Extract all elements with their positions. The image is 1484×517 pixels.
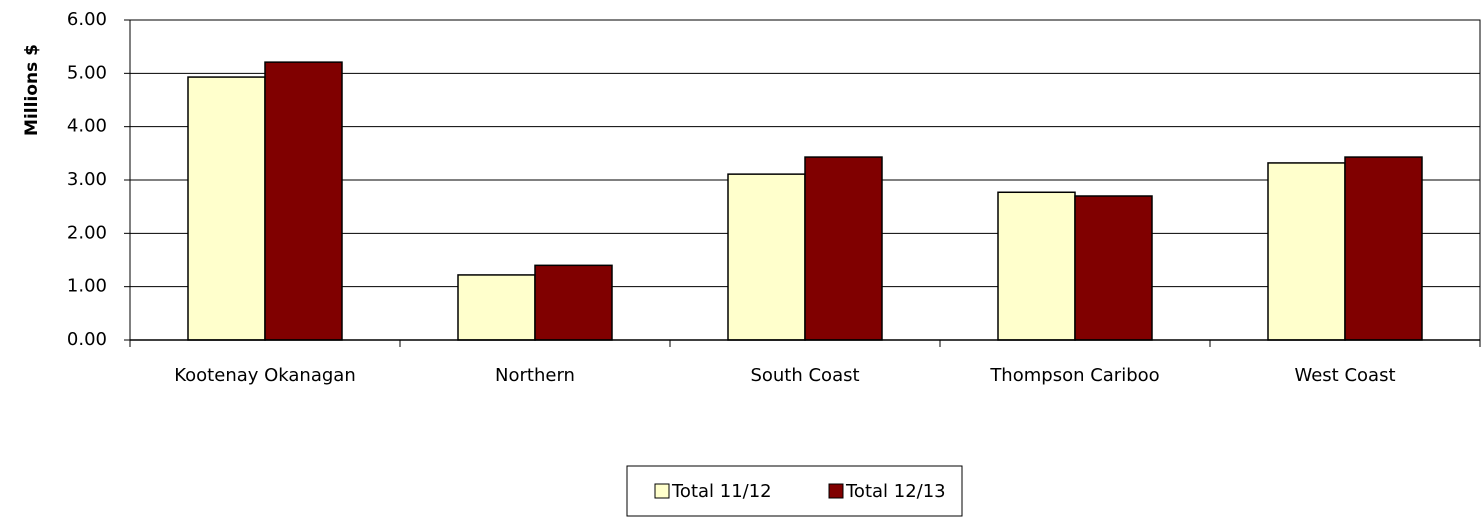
legend-box [626, 465, 963, 517]
y-tick-label: 4.00 [67, 116, 107, 137]
x-tick-label: Kootenay Okanagan [174, 365, 356, 386]
y-tick-label: 6.00 [67, 9, 107, 30]
bar [997, 191, 1076, 341]
bar [534, 264, 613, 341]
bar [804, 156, 883, 341]
legend-label: Total 11/12 [671, 481, 772, 502]
legend-swatch [654, 483, 670, 499]
y-tick-label: 3.00 [67, 169, 107, 190]
legend-label: Total 12/13 [845, 481, 946, 502]
bar [457, 274, 536, 341]
bar [1344, 156, 1423, 341]
legend-swatch [828, 483, 844, 499]
bar [187, 76, 266, 341]
x-tick-label: Northern [495, 365, 575, 386]
y-tick-label: 0.00 [67, 329, 107, 350]
bar [264, 61, 343, 341]
y-tick-label: 1.00 [67, 276, 107, 297]
bar [1074, 195, 1153, 341]
y-tick-label: 5.00 [67, 62, 107, 83]
x-tick-label: West Coast [1294, 365, 1395, 386]
x-tick-label: Thompson Cariboo [989, 365, 1159, 386]
x-tick-label: South Coast [750, 365, 859, 386]
bar [727, 173, 806, 341]
y-axis-label: Millions $ [22, 44, 42, 136]
y-tick-label: 2.00 [67, 222, 107, 243]
bar [1267, 162, 1346, 341]
